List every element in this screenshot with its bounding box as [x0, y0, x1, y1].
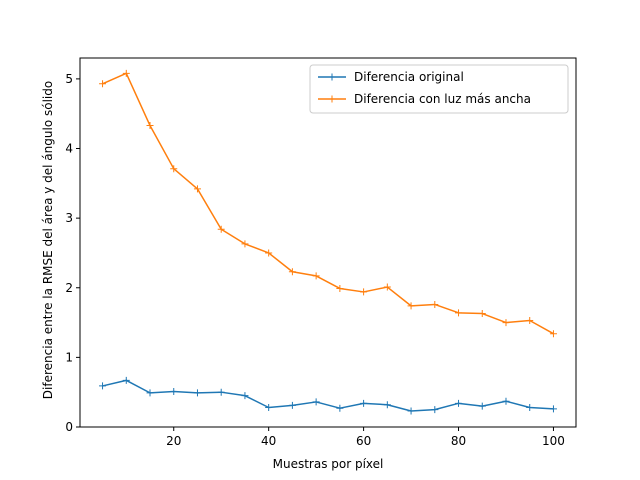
data-point-marker	[170, 387, 178, 395]
legend-marker	[328, 95, 336, 103]
data-point-marker	[455, 399, 463, 407]
x-tick-label: 20	[166, 434, 181, 448]
data-point-marker	[383, 283, 391, 291]
data-point-marker	[265, 249, 273, 257]
x-tick-label: 40	[261, 434, 276, 448]
data-point-marker	[312, 272, 320, 280]
y-tick-label: 1	[65, 350, 73, 364]
series-1	[99, 376, 557, 415]
data-point-marker	[360, 288, 368, 296]
data-point-marker	[193, 185, 201, 193]
x-tick-label: 60	[356, 434, 371, 448]
axes-frame	[79, 57, 577, 428]
x-tick-label: 80	[451, 434, 466, 448]
data-point-marker	[407, 407, 415, 415]
data-point-marker	[170, 165, 178, 173]
data-point-marker	[146, 122, 154, 130]
x-tick-label: 100	[542, 434, 565, 448]
y-tick-label: 4	[65, 142, 73, 156]
y-tick-label: 5	[65, 72, 73, 86]
data-point-marker	[383, 401, 391, 409]
data-point-marker	[336, 284, 344, 292]
x-axis: 20 40 60 80 100	[166, 427, 565, 448]
data-point-marker	[549, 405, 557, 413]
data-point-marker	[360, 399, 368, 407]
legend-box	[309, 64, 569, 114]
data-point-marker	[431, 300, 439, 308]
legend-label: Diferencia con luz más ancha	[354, 92, 531, 106]
data-point-marker	[217, 225, 225, 233]
data-point-marker	[99, 80, 107, 88]
data-point-marker	[549, 330, 557, 338]
data-point-marker	[502, 319, 510, 327]
data-point-marker	[265, 404, 273, 412]
data-point-marker	[336, 404, 344, 412]
data-point-marker	[526, 316, 534, 324]
data-point-marker	[288, 268, 296, 276]
y-tick-label: 2	[65, 281, 73, 295]
data-point-marker	[478, 310, 486, 318]
data-point-marker	[312, 398, 320, 406]
series-line	[102, 379, 554, 412]
data-point-marker	[407, 302, 415, 310]
data-point-marker	[526, 404, 534, 412]
data-point-marker	[217, 388, 225, 396]
data-point-marker	[122, 69, 130, 77]
data-point-marker	[193, 389, 201, 397]
x-axis-label: Muestras por píxel	[273, 457, 384, 471]
y-axis: 0 1 2 3 4 5	[65, 72, 80, 434]
y-tick-label: 3	[65, 211, 73, 225]
data-point-marker	[99, 382, 107, 390]
data-point-marker	[288, 401, 296, 409]
y-tick-label: 0	[65, 420, 73, 434]
data-point-marker	[146, 389, 154, 397]
data-point-marker	[241, 392, 249, 400]
data-point-marker	[478, 402, 486, 410]
legend-item: Diferencia con luz más ancha	[318, 92, 531, 106]
data-point-marker	[122, 376, 130, 384]
series-line	[102, 72, 554, 335]
plot-area	[99, 69, 557, 415]
legend-item: Diferencia original	[318, 70, 464, 84]
legend-label: Diferencia original	[354, 70, 464, 84]
y-axis-label: Diferencia entre la RMSE del área y del …	[41, 81, 55, 399]
data-point-marker	[455, 309, 463, 317]
series-2	[99, 69, 557, 338]
legend-marker	[328, 73, 336, 81]
data-point-marker	[241, 240, 249, 248]
data-point-marker	[502, 397, 510, 405]
data-point-marker	[431, 406, 439, 414]
legend: Diferencia original Diferencia con luz má…	[309, 64, 569, 114]
